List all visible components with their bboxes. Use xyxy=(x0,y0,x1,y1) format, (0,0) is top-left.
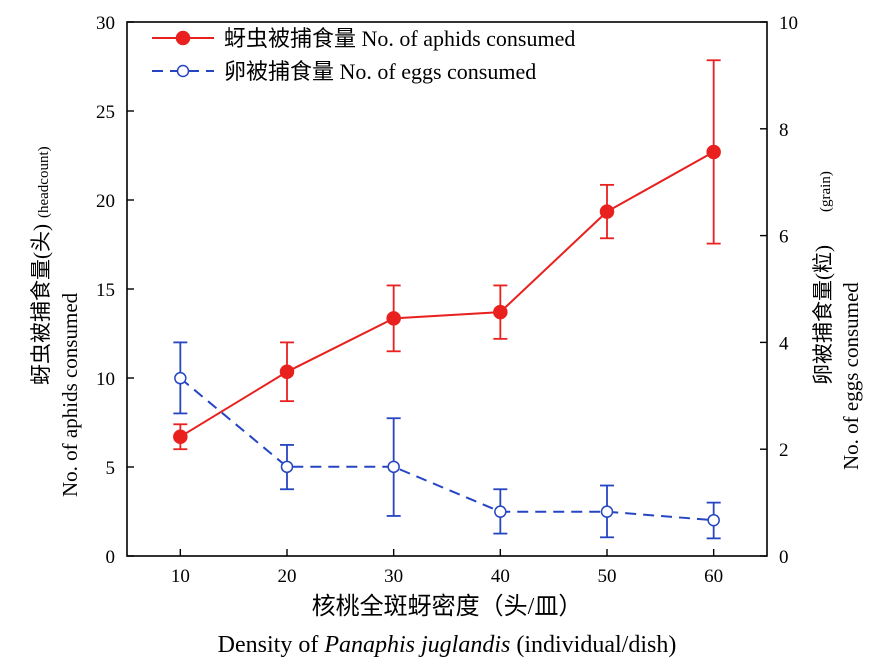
y-right-tick-label: 8 xyxy=(779,120,789,141)
y-right-tick-label: 10 xyxy=(779,13,798,34)
series-1-point xyxy=(280,460,294,474)
legend-0-swatch-marker xyxy=(175,30,191,46)
plot-frame xyxy=(126,21,768,557)
y-axis-left-label-en: No. of aphids consumed xyxy=(58,292,82,497)
y-left-tick-label: 25 xyxy=(96,102,115,123)
series-1-point xyxy=(174,371,187,385)
series-0-point xyxy=(599,204,615,219)
x-axis-label-en: Density of Panaphis juglandis (individua… xyxy=(218,632,677,658)
y-axis-right-label-en: No. of eggs consumed xyxy=(839,282,863,470)
series-0-point xyxy=(279,364,295,380)
x-tick-label: 20 xyxy=(278,566,297,587)
series-0-point xyxy=(706,144,721,160)
series-1-line xyxy=(179,377,714,522)
series-1-point xyxy=(494,505,507,518)
y-axis-left-label-small: (headcount) xyxy=(36,146,52,218)
y-left-tick-label: 10 xyxy=(96,369,115,390)
y-right-tick-label: 6 xyxy=(779,227,789,248)
x-axis-label-en-post: (individual/dish) xyxy=(510,632,676,658)
y-axis-right-label-cn: 卵被捕食量(粒) xyxy=(811,245,835,385)
y-axis-right-label-small: (grain) xyxy=(818,171,834,212)
legend-1-label: 卵被捕食量 No. of eggs consumed xyxy=(224,59,536,84)
x-axis-label-en-pre: Density of xyxy=(218,632,325,658)
series-1-point xyxy=(387,460,400,474)
y-left-tick-label: 20 xyxy=(96,191,115,212)
x-tick-label: 40 xyxy=(491,566,510,587)
series-1-point xyxy=(707,513,720,527)
y-left-tick-label: 30 xyxy=(96,13,115,34)
series-0-point xyxy=(386,311,401,326)
y-right-tick-label: 4 xyxy=(779,333,789,354)
x-tick-label: 50 xyxy=(598,566,617,587)
y-left-tick-label: 5 xyxy=(106,458,116,479)
legend-0-label: 蚜虫被捕食量 No. of aphids consumed xyxy=(224,26,575,51)
x-tick-label: 10 xyxy=(171,566,190,587)
y-left-tick-label: 15 xyxy=(96,280,115,301)
series-0-point xyxy=(173,429,188,444)
legend-1-swatch-marker xyxy=(176,64,190,78)
series-1-point xyxy=(600,505,614,518)
y-right-tick-label: 2 xyxy=(779,440,789,461)
series-0-line xyxy=(179,151,715,438)
x-tick-label: 30 xyxy=(384,566,403,587)
series-0-point xyxy=(493,304,508,320)
y-left-tick-label: 0 xyxy=(106,547,116,568)
x-axis-label-cn: 核桃全斑蚜密度（头/皿） xyxy=(312,593,583,620)
y-axis-left-label-cn: 蚜虫被捕食量(头) xyxy=(29,224,53,385)
y-right-tick-label: 0 xyxy=(779,547,789,568)
x-axis-label-en-italic: Panaphis juglandis xyxy=(323,632,510,658)
x-tick-label: 60 xyxy=(704,566,723,587)
